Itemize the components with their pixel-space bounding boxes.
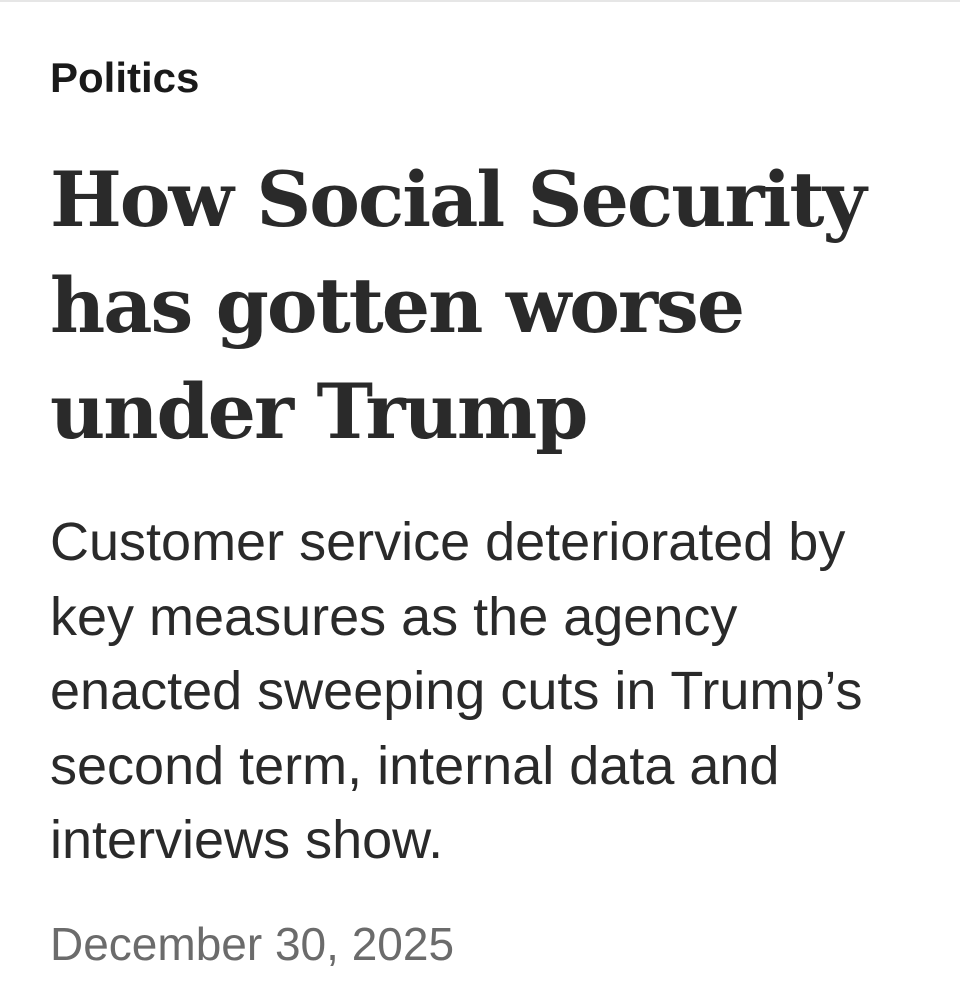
- article-subheadline: Customer service deteriorated by key mea…: [50, 512, 863, 870]
- top-divider: [0, 0, 960, 2]
- section-label[interactable]: Politics: [50, 54, 200, 101]
- article-headline[interactable]: How Social Security has gotten worse und…: [50, 155, 867, 456]
- publish-date: December 30, 2025: [50, 918, 455, 970]
